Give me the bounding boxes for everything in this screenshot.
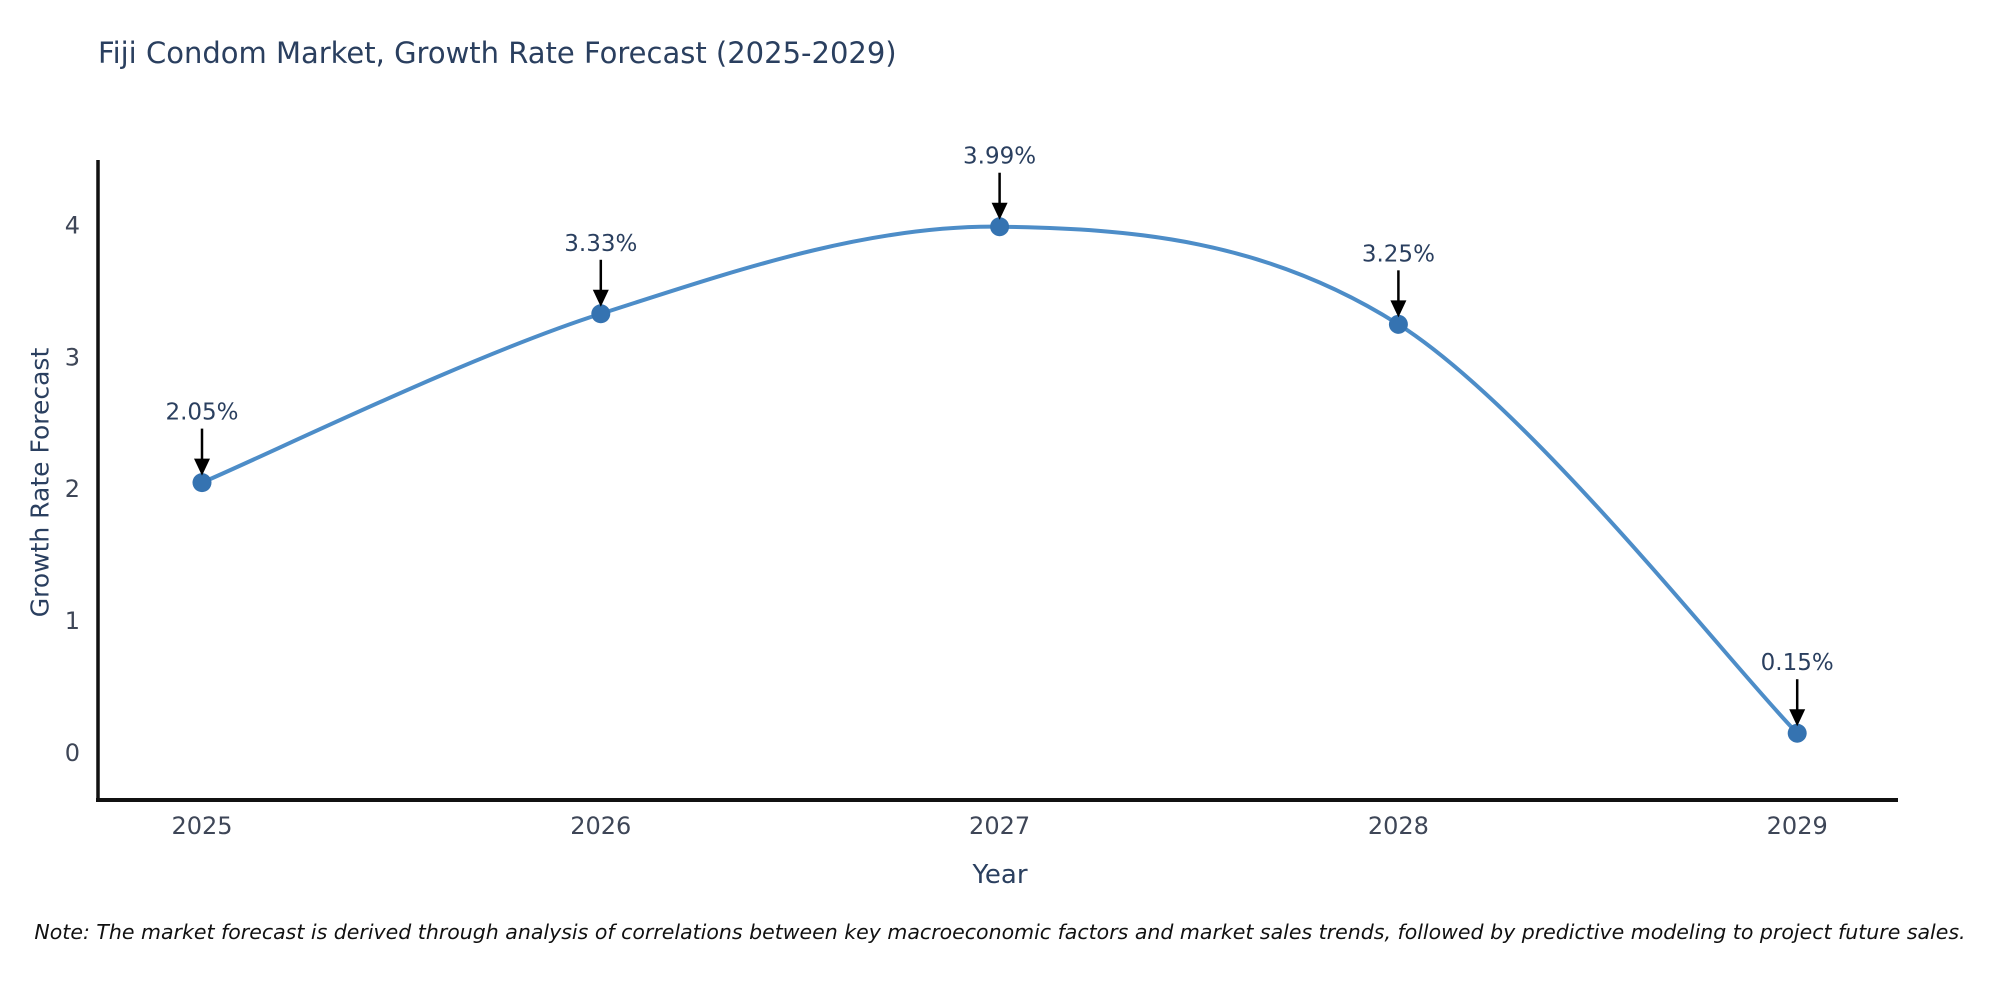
y-tick-label: 2: [65, 475, 80, 503]
x-tick-label: 2025: [171, 812, 232, 840]
y-tick-label: 1: [65, 607, 80, 635]
annotation-label: 3.33%: [564, 231, 637, 257]
y-tick-label: 4: [65, 211, 80, 239]
forecast-line: [200, 224, 1800, 736]
data-point-marker: [1787, 723, 1807, 743]
x-tick-label: 2029: [1767, 812, 1828, 840]
chart-title: Fiji Condom Market, Growth Rate Forecast…: [98, 36, 897, 70]
y-tick-label: 3: [65, 343, 80, 371]
annotation-arrowhead-icon: [194, 458, 210, 476]
y-tick-label: 0: [65, 739, 80, 767]
data-point-marker: [990, 217, 1010, 237]
annotation-label: 0.15%: [1761, 650, 1834, 676]
x-tick-label: 2026: [570, 812, 631, 840]
annotation-arrowhead-icon: [1789, 709, 1806, 727]
chart-footnote: Note: The market forecast is derived thr…: [34, 920, 1966, 944]
annotation-arrowhead-icon: [592, 289, 609, 307]
annotation-label: 2.05%: [165, 400, 238, 426]
data-point-marker: [591, 304, 611, 324]
annotation-arrowhead-icon: [991, 202, 1008, 220]
data-point-marker: [1388, 314, 1408, 334]
x-tick-label: 2027: [969, 812, 1030, 840]
data-point-marker: [192, 473, 212, 493]
annotation-arrowhead-icon: [1390, 300, 1407, 318]
x-axis-title: Year: [972, 860, 1028, 890]
y-axis-title: Growth Rate Forecast: [25, 347, 55, 618]
x-tick-label: 2028: [1368, 812, 1429, 840]
annotation-label: 3.25%: [1362, 241, 1435, 267]
annotation-label: 3.99%: [963, 144, 1036, 170]
